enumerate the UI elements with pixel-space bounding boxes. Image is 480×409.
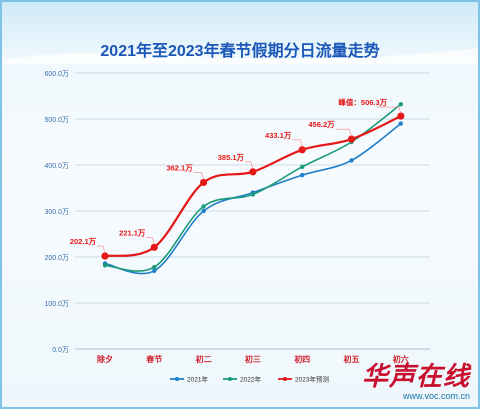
x-tick-label: 春节 [146, 354, 162, 364]
data-label: 221.1万 [119, 228, 146, 237]
legend-label: 2022年 [240, 375, 261, 384]
x-tick-label: 初二 [196, 354, 212, 364]
watermark: 华声在线 www.voc.com.cn [362, 363, 470, 401]
data-label: 202.1万 [70, 237, 97, 246]
data-point [152, 264, 157, 270]
legend-swatch-marker [228, 377, 232, 381]
legend-label: 2021年 [187, 375, 208, 384]
x-tick-label: 初六 [393, 354, 409, 364]
x-axis-ticks: 除夕 春节 初二 初三 初四 初五 初六 [97, 354, 409, 364]
chart-title: 2021年至2023年春节假期分日流量走势 [100, 41, 379, 60]
x-tick-label: 初三 [245, 354, 261, 364]
x-tick-label: 初四 [294, 354, 310, 364]
legend-swatch-marker [283, 377, 287, 381]
y-tick-label: 300.0万 [44, 208, 69, 216]
data-label: 456.2万 [308, 120, 335, 129]
data-point [201, 208, 206, 214]
data-label: 385.1万 [218, 153, 245, 162]
y-tick-label: 100.0万 [44, 300, 69, 308]
data-point [398, 102, 403, 107]
series-lines [101, 102, 405, 275]
label-leader [193, 172, 204, 180]
data-point [102, 263, 108, 268]
data-label: 362.1万 [166, 163, 193, 172]
data-point [349, 158, 354, 163]
x-tick-label: 初五 [344, 354, 360, 364]
grid-lines [75, 72, 430, 350]
y-axis-ticks: 0.0万 100.0万 200.0万 300.0万 400.0万 500.0万 600.0万 [44, 70, 69, 354]
label-leader [335, 128, 352, 137]
data-point [150, 243, 158, 251]
data-point [397, 112, 405, 120]
data-label: 433.1万 [265, 131, 292, 140]
label-leader [292, 139, 303, 147]
x-tick-label: 除夕 [97, 354, 113, 364]
data-label: 峰值：506.3万 [338, 97, 387, 107]
watermark-logo: 华声在线 [361, 362, 470, 392]
data-point [200, 178, 208, 187]
y-tick-label: 600.0万 [44, 70, 69, 78]
data-point [398, 121, 403, 126]
y-tick-label: 500.0万 [44, 116, 69, 124]
label-leader [146, 236, 155, 245]
title-swoosh [2, 48, 478, 64]
legend: 2021年 2022年 2023年预测 [170, 375, 329, 384]
legend-swatch-marker [175, 377, 179, 381]
legend-label: 2023年预测 [295, 375, 329, 384]
data-point [300, 164, 305, 170]
series-line [104, 115, 402, 258]
y-tick-label: 200.0万 [44, 254, 69, 262]
data-point [152, 268, 157, 273]
watermark-url: www.voc.com.cn [402, 391, 470, 401]
label-leader [376, 106, 402, 114]
data-point [250, 192, 256, 197]
data-labels: 202.1万 221.1万 362.1万 385.1万 433.1万 456.2万 峰值：5… [70, 97, 402, 254]
data-point [249, 168, 257, 176]
series-line [104, 103, 402, 272]
data-point [201, 204, 206, 209]
data-point [347, 135, 356, 143]
data-point [300, 172, 305, 178]
y-tick-label: 400.0万 [44, 162, 69, 170]
data-point [101, 252, 109, 260]
y-tick-label: 0.0万 [52, 346, 69, 354]
data-point [298, 146, 306, 154]
label-leader [244, 161, 254, 169]
label-leader [97, 245, 106, 254]
